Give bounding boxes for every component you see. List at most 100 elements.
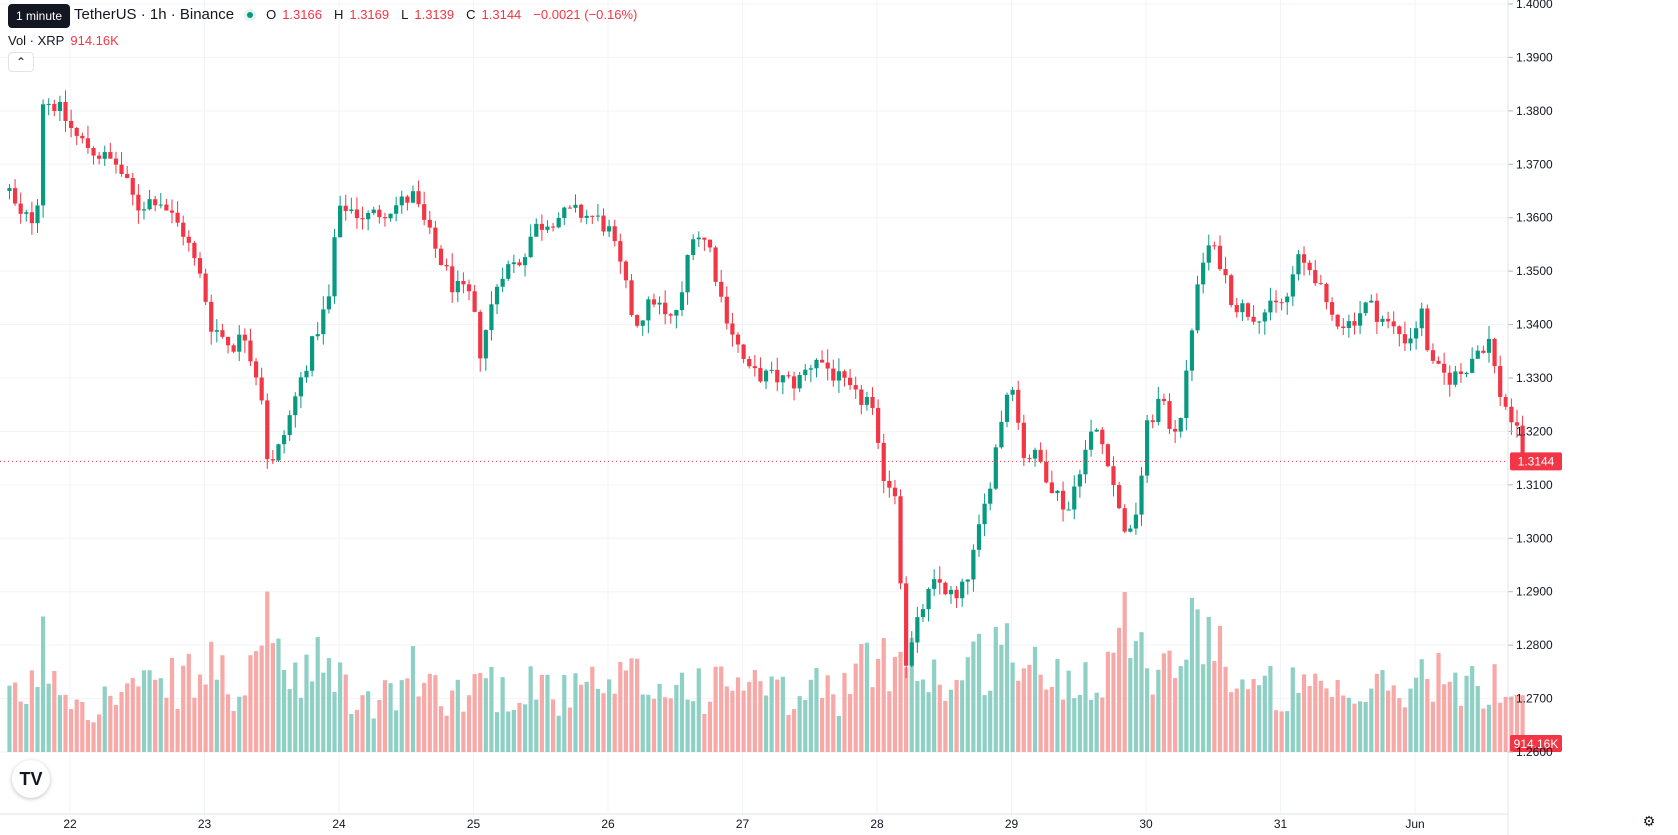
symbol-title[interactable]: TetherUS · 1h · Binance	[74, 6, 235, 23]
candle-body	[663, 302, 668, 315]
volume-bar	[472, 674, 477, 752]
collapse-legend-button[interactable]: ⌃	[8, 52, 34, 72]
volume-bar	[1414, 677, 1419, 752]
volume-bar	[584, 681, 589, 752]
volume-bar	[1234, 688, 1239, 752]
candle-body	[1206, 245, 1211, 263]
volume-bar	[242, 695, 247, 752]
volume-bar	[1150, 694, 1155, 752]
volume-bar	[1329, 697, 1335, 752]
candle-body	[651, 299, 657, 305]
time-tick-label: 26	[601, 817, 615, 831]
price-tick-label: 1.2900	[1516, 585, 1553, 599]
candle-body	[808, 368, 813, 370]
candle-body	[1094, 429, 1099, 432]
volume-bar	[315, 637, 320, 752]
candle-body	[388, 213, 393, 219]
candle-body	[119, 164, 124, 175]
candle-body	[203, 273, 208, 302]
volume-bar	[517, 702, 522, 752]
candle-body	[1240, 303, 1245, 313]
candle-body	[976, 524, 982, 550]
volume-bar	[663, 697, 668, 752]
volume-bar	[12, 682, 18, 752]
candle-body	[281, 435, 287, 445]
volume-bar	[1173, 678, 1178, 752]
candle-body	[668, 314, 673, 316]
candle-body	[601, 215, 606, 232]
volume-bar	[691, 701, 696, 752]
tradingview-logo-icon[interactable]: TV	[12, 760, 50, 798]
candle-body	[181, 222, 186, 237]
candle-body	[231, 345, 236, 352]
volume-bar	[141, 670, 147, 752]
interval-tooltip: 1 minute	[8, 4, 71, 28]
volume-bar	[612, 693, 617, 752]
candle-body	[382, 217, 388, 219]
volume-bar	[52, 670, 57, 752]
volume-bar	[735, 677, 741, 752]
volume-bar	[618, 661, 623, 752]
volume-bar	[326, 658, 332, 752]
candle-body	[298, 377, 303, 397]
candle-body	[1357, 313, 1363, 326]
volume-bar	[635, 658, 640, 752]
close-label: C	[466, 7, 476, 22]
candle-body	[763, 370, 769, 382]
volume-bar	[85, 720, 91, 752]
candle-body	[1055, 490, 1060, 494]
volume-bar	[1397, 698, 1402, 752]
candle-body	[220, 330, 225, 337]
candle-body	[1273, 300, 1279, 303]
candle-body	[646, 299, 651, 321]
candle-body	[1111, 466, 1116, 486]
volume-bar	[181, 665, 186, 752]
volume-bar	[696, 668, 701, 752]
candle-body	[192, 242, 197, 259]
volume-bar	[1060, 699, 1066, 752]
candle-body	[169, 210, 175, 213]
candle-body	[1425, 308, 1430, 351]
candle-body	[1173, 428, 1178, 432]
candle-body	[354, 209, 360, 219]
candle-body	[1156, 398, 1161, 423]
volume-bar	[545, 674, 550, 752]
volume-bar	[1374, 673, 1379, 752]
candle-body	[1161, 398, 1167, 402]
volume-bar	[1066, 670, 1071, 752]
volume-bar	[158, 678, 163, 752]
volume-bar	[948, 689, 954, 752]
candle-body	[394, 205, 399, 214]
volume-bar	[1201, 664, 1206, 752]
candle-body	[926, 588, 931, 610]
volume-bar	[349, 714, 354, 752]
candle-body	[550, 226, 556, 228]
volume-bar	[427, 673, 432, 752]
price-tick-label: 1.3400	[1516, 318, 1553, 332]
volume-bar	[1105, 651, 1110, 752]
volume-bar	[1436, 653, 1441, 752]
volume-bar	[394, 710, 399, 752]
volume-bar	[904, 667, 909, 752]
gear-icon[interactable]: ⚙	[1642, 812, 1656, 829]
volume-bar	[321, 672, 326, 752]
candle-body	[920, 609, 926, 618]
candle-body	[769, 369, 774, 371]
volume-bar	[791, 709, 797, 752]
candle-body	[287, 415, 292, 436]
volume-bar	[954, 679, 959, 752]
candle-body	[1447, 372, 1452, 385]
candle-body	[35, 205, 40, 224]
price-tick-label: 1.3800	[1516, 104, 1553, 118]
volume-bar	[343, 674, 348, 752]
candle-body	[1436, 360, 1441, 364]
candle-body	[175, 212, 180, 223]
volume-bar	[108, 695, 113, 752]
candle-body	[478, 311, 483, 359]
volume-bar	[186, 653, 191, 752]
volume-bar	[1117, 627, 1122, 752]
candle-body	[915, 617, 920, 643]
volume-bar	[1285, 711, 1290, 752]
volume-bar	[444, 715, 449, 752]
